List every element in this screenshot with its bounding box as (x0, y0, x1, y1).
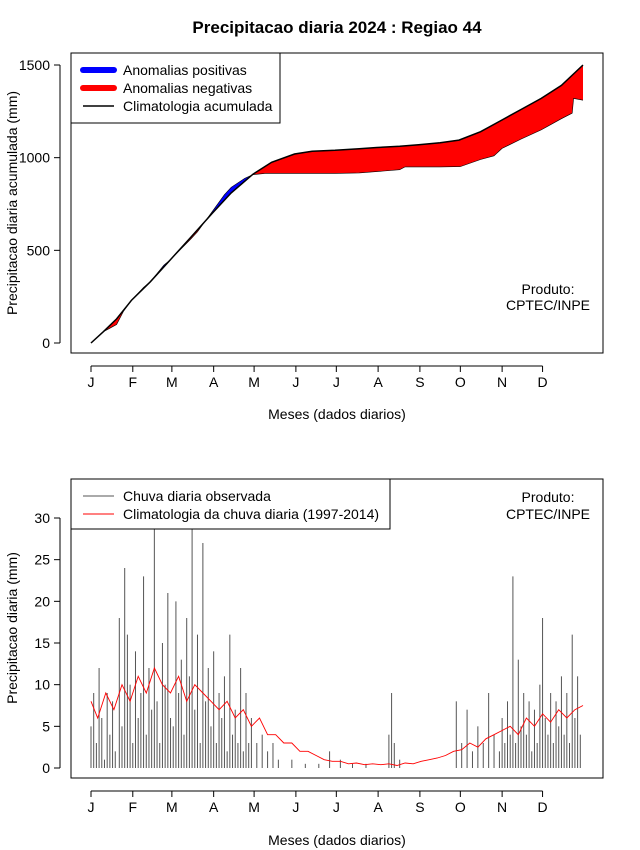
x-tick-label: S (415, 374, 424, 390)
y-tick-label: 1000 (19, 150, 50, 166)
climatology-cumulative-line (90, 64, 584, 344)
y-tick-label: 30 (34, 510, 50, 526)
x-tick-label: A (373, 374, 383, 390)
producer-label: Produto: (522, 489, 575, 505)
y-tick-label: 25 (34, 552, 50, 568)
legend-box (70, 478, 391, 530)
x-axis-label: Meses (dados diarios) (268, 832, 406, 848)
x-tick-label: N (497, 799, 507, 815)
x-tick-label: N (497, 374, 507, 390)
x-tick-label: A (373, 799, 383, 815)
climatology-daily-line (90, 666, 584, 766)
y-tick-label: 500 (27, 242, 51, 258)
x-axis-label: Meses (dados diarios) (268, 406, 406, 422)
y-tick-label: 10 (34, 677, 50, 693)
x-tick-label: M (248, 374, 260, 390)
legend-label-negative: Anomalias negativas (123, 80, 252, 96)
y-tick-label: 5 (42, 718, 50, 734)
producer-name: CPTEC/INPE (506, 297, 590, 313)
x-tick-label: M (166, 799, 178, 815)
y-tick-label: 0 (42, 760, 50, 776)
legend-label-positive: Anomalias positivas (123, 62, 247, 78)
x-tick-label: F (129, 799, 138, 815)
x-tick-label: A (209, 374, 219, 390)
x-tick-label: J (333, 374, 340, 390)
x-tick-label: J (88, 799, 95, 815)
chart-title: Precipitacao diaria 2024 : Regiao 44 (192, 18, 482, 37)
x-tick-label: J (292, 799, 299, 815)
climatology-line (90, 666, 584, 766)
y-axis: 0 500 1000 1500 (19, 57, 61, 351)
y-tick-label: 15 (34, 635, 50, 651)
x-tick-label: D (537, 799, 547, 815)
x-tick-label: S (415, 799, 424, 815)
x-tick-label: O (455, 799, 466, 815)
x-tick-label: F (129, 374, 138, 390)
legend: Anomalias positivas Anomalias negativas … (70, 52, 281, 124)
legend-label-climatology: Climatologia da chuva diaria (1997-2014) (123, 506, 379, 522)
daily-precipitation-chart: J F M A M J J A S O N D 0 5 10 15 20 25 30 Meses (dados d… (4, 478, 604, 848)
y-axis-label: Precipitacao diaria acumulada (mm) (4, 91, 20, 315)
y-axis: 0 5 10 15 20 25 30 (34, 510, 61, 776)
y-tick-label: 0 (42, 335, 50, 351)
x-tick-label: J (88, 374, 95, 390)
series-lines (90, 64, 584, 344)
observed-daily-bars (90, 526, 581, 768)
legend: Chuva diaria observada Climatologia da c… (70, 478, 391, 530)
x-tick-label: M (166, 374, 178, 390)
x-tick-label: A (209, 799, 219, 815)
x-tick-label: J (333, 799, 340, 815)
y-tick-label: 1500 (19, 57, 50, 73)
cumulative-precipitation-chart: Precipitacao diaria 2024 : Regiao 44 J F M… (4, 18, 604, 422)
plot-frame (70, 52, 604, 354)
legend-label-climatology: Climatologia acumulada (123, 98, 273, 114)
x-tick-label: D (537, 374, 547, 390)
producer-name: CPTEC/INPE (506, 506, 590, 522)
y-axis-label: Precipitacao diaria (mm) (4, 552, 20, 704)
x-tick-label: O (455, 374, 466, 390)
y-tick-label: 20 (34, 593, 50, 609)
legend-label-observed: Chuva diaria observada (123, 488, 271, 504)
producer-label: Produto: (522, 281, 575, 297)
x-tick-label: M (248, 799, 260, 815)
x-tick-label: J (292, 374, 299, 390)
